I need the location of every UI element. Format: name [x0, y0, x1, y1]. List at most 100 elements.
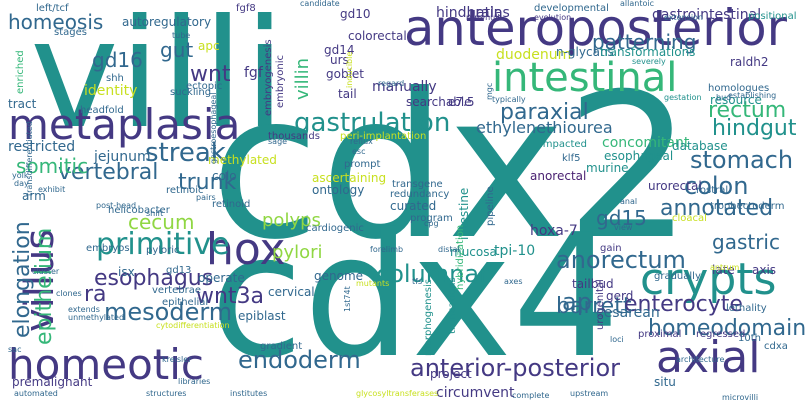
word-circumvent: circumvent — [436, 385, 515, 401]
word-concomitant: concomitant — [602, 135, 690, 151]
word-murine: murine — [586, 161, 629, 175]
word-cpg: cpg — [424, 219, 439, 228]
word-regressed: regressed — [696, 329, 746, 340]
word-forelimb: forelimb — [370, 245, 404, 254]
word-retinoid: retinoid — [212, 199, 251, 210]
word-esc: esc — [352, 147, 366, 156]
word-gd10: gd10 — [340, 7, 371, 21]
word-endoderm: endoderm — [238, 346, 361, 374]
word-somitic: somitic — [16, 154, 89, 178]
word-ra: ra — [84, 282, 107, 307]
word-polyps: polyps — [262, 210, 321, 231]
word-hindgut: hindgut — [712, 116, 797, 141]
word-e7-5: e7.5 — [448, 95, 475, 109]
word-mucosa: mucosa — [450, 245, 497, 259]
word-anorectum: anorectum — [556, 246, 686, 274]
word-curated: curated — [390, 199, 437, 213]
word-anal: anal — [620, 197, 638, 206]
word-left-tcf: left/tcf — [36, 3, 69, 14]
word-gut: gut — [160, 38, 194, 62]
word-barrett: barrett — [556, 294, 632, 319]
word-tfs: tfs — [412, 277, 423, 286]
word-headfold: headfold — [80, 105, 124, 116]
word-duodenum: duodenum — [496, 47, 572, 63]
word-gradually: gradually — [654, 271, 701, 282]
word-patterning: patterning — [592, 30, 697, 54]
word-hybridization: hybridization — [455, 224, 466, 290]
word-autoregulatory: autoregulatory — [122, 15, 212, 29]
word-upstream: upstream — [570, 389, 609, 398]
word-epithelium: epithelium — [32, 227, 57, 345]
word-rare-null: rare-null — [466, 13, 500, 22]
word-sage: sage — [268, 137, 288, 146]
word-cytodifferentiation: cytodifferentiation — [156, 321, 230, 330]
word-morphogenesis: morphogenesis — [423, 279, 434, 356]
word-extends: extends — [68, 305, 100, 314]
word-late: late — [712, 263, 735, 277]
word-n-glycans: n-glycans — [556, 45, 614, 59]
word-hox: hox — [206, 224, 286, 275]
word-anteroposterior: anteroposterior — [404, 0, 787, 57]
word-axis: axis — [752, 263, 777, 277]
word-anorectal: anorectal — [530, 169, 587, 183]
word-database: database — [672, 139, 728, 153]
word-institutes: institutes — [230, 389, 268, 398]
word-annotated: annotated — [660, 196, 774, 221]
word-embryonic: embryonic — [275, 54, 286, 108]
word-day: day — [14, 179, 29, 188]
word-homeodomain: homeodomain — [648, 316, 807, 341]
word-streak: streak — [145, 138, 226, 168]
word-impacted: impacted — [540, 139, 587, 150]
word-ectopic: ectopic — [186, 81, 223, 92]
word-ethylenethiourea: ethylenethiourea — [476, 118, 613, 137]
word-gd14: gd14 — [324, 43, 355, 57]
word-atlas: atlas — [476, 5, 510, 21]
word-structures: structures — [146, 389, 187, 398]
word-unmethylated: unmethylated — [68, 313, 125, 322]
word-searchable: searchable — [406, 95, 472, 109]
word-homologues: homologues — [708, 83, 770, 94]
word-glycosyltransferases: glycosyltransferases — [356, 389, 439, 398]
word-klf5: klf5 — [562, 153, 581, 164]
word-extension: extension — [664, 13, 703, 22]
word-view: view — [614, 223, 633, 232]
word-crypts: crypts — [640, 254, 777, 305]
word-evolution: evolution — [534, 13, 572, 22]
word-villi: villi — [30, 0, 286, 162]
word-thousands: thousands — [268, 131, 320, 142]
word-gestation: gestation — [664, 93, 702, 102]
word-gd16: gd16 — [92, 48, 143, 72]
word-redundancy: redundancy — [390, 189, 450, 200]
word-isx: isx — [118, 265, 135, 279]
word-mesoderm: mesoderm — [104, 298, 233, 326]
word-fgf: fgf — [244, 65, 263, 81]
word-colon: colon — [684, 172, 749, 200]
word-inducible: inducible — [345, 51, 354, 88]
word-enterocyte: enterocyte — [624, 292, 743, 317]
word-wnt: wnt — [190, 62, 231, 87]
word-proximal: proximal — [638, 329, 682, 340]
word-axial: axial — [656, 332, 761, 383]
word-pylori: pylori — [272, 242, 323, 263]
word-restricted: restricted — [8, 139, 76, 155]
word-typically: typically — [492, 95, 526, 104]
word-sac: sac — [8, 345, 22, 354]
word-positional: positional — [748, 11, 797, 22]
word-wnt3a: wnt3a — [196, 284, 265, 309]
word-esophagus: esophagus — [94, 266, 214, 291]
word-mutants: mutants — [356, 279, 390, 288]
word-cesarean: cesarean — [596, 305, 660, 321]
word-raldh2: raldh2 — [730, 55, 769, 69]
word-homeosis: homeosis — [8, 10, 104, 34]
word-severely: severely — [632, 57, 666, 66]
word-cdxa: cdxa — [764, 341, 788, 352]
word-ap: ap — [562, 288, 592, 316]
word-manually: manually — [372, 79, 437, 95]
word-antrum: antrum — [710, 263, 740, 272]
word-gerd: gerd — [606, 289, 634, 303]
word-gastric: gastric — [712, 230, 780, 254]
word-trunk: trunk — [178, 170, 237, 195]
word-tube: tube — [172, 31, 191, 40]
word-reflux: reflux — [350, 137, 373, 146]
word-pairs: pairs — [196, 193, 216, 202]
